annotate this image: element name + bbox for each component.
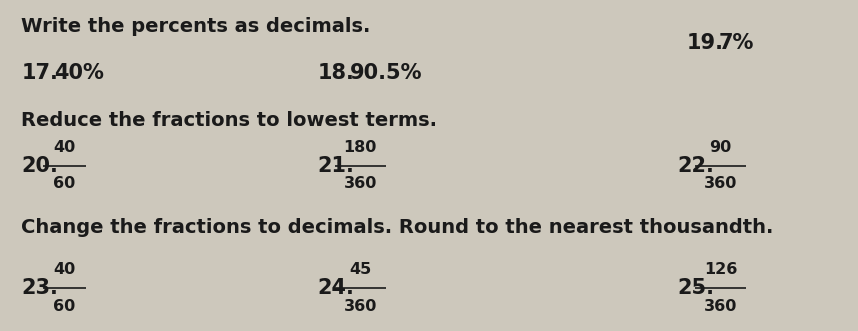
Text: 25.: 25. bbox=[678, 278, 715, 298]
Text: 360: 360 bbox=[344, 299, 377, 314]
Text: 60: 60 bbox=[53, 176, 76, 191]
Text: 18.: 18. bbox=[317, 63, 354, 83]
Text: Change the fractions to decimals. Round to the nearest thousandth.: Change the fractions to decimals. Round … bbox=[21, 218, 774, 237]
Text: 360: 360 bbox=[704, 176, 737, 191]
Text: 60: 60 bbox=[53, 299, 76, 314]
Text: 90: 90 bbox=[710, 140, 732, 155]
Text: 40%: 40% bbox=[54, 63, 104, 83]
Text: Write the percents as decimals.: Write the percents as decimals. bbox=[21, 17, 371, 35]
Text: 126: 126 bbox=[704, 262, 737, 277]
Text: 90.5%: 90.5% bbox=[350, 63, 422, 83]
Text: 20.: 20. bbox=[21, 156, 58, 175]
Text: 180: 180 bbox=[344, 140, 377, 155]
Text: 19.: 19. bbox=[686, 33, 723, 53]
Text: 360: 360 bbox=[344, 176, 377, 191]
Text: 360: 360 bbox=[704, 299, 737, 314]
Text: Reduce the fractions to lowest terms.: Reduce the fractions to lowest terms. bbox=[21, 111, 438, 130]
Text: 24.: 24. bbox=[317, 278, 354, 298]
Text: 7%: 7% bbox=[719, 33, 754, 53]
Text: 40: 40 bbox=[53, 262, 76, 277]
Text: 45: 45 bbox=[349, 262, 372, 277]
Text: 40: 40 bbox=[53, 140, 76, 155]
Text: 23.: 23. bbox=[21, 278, 58, 298]
Text: 17.: 17. bbox=[21, 63, 58, 83]
Text: 21.: 21. bbox=[317, 156, 354, 175]
Text: 22.: 22. bbox=[678, 156, 715, 175]
